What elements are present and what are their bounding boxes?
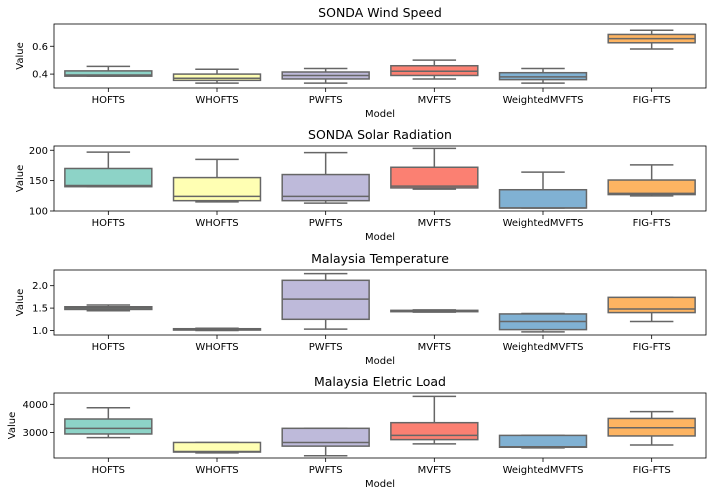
- box-body: [64, 418, 153, 435]
- box-body: [64, 70, 153, 77]
- x-tick-label: WHOFTS: [195, 218, 238, 229]
- subplot-2: 100 150 200 HOFTS WHOFTS PWFTS MVFTS WeightedMV…: [15, 127, 707, 243]
- x-tick-label: MVFTS: [418, 218, 452, 229]
- y-tick-label: 2.0: [32, 281, 48, 292]
- box-body: [390, 421, 479, 441]
- box-fig-fts: [607, 29, 696, 50]
- x-tick-label: HOFTS: [92, 465, 125, 476]
- x-tick-label: FIG-FTS: [633, 465, 671, 476]
- box-mvfts: [390, 395, 479, 445]
- box-hofts: [64, 65, 153, 77]
- box-pwfts: [281, 272, 370, 330]
- x-tick-label: FIG-FTS: [633, 95, 671, 106]
- box-fig-fts: [607, 296, 696, 323]
- y-axis-label: Value: [15, 42, 26, 69]
- x-tick-label: MVFTS: [418, 95, 452, 106]
- box-whofts: [172, 441, 262, 454]
- x-tick-label: PWFTS: [309, 342, 343, 353]
- box-body: [498, 434, 588, 449]
- box-weightedmvfts: [498, 434, 588, 449]
- x-tick-label: HOFTS: [92, 342, 125, 353]
- y-tick-label: 1.0: [32, 326, 48, 337]
- x-tick-label: PWFTS: [309, 218, 343, 229]
- x-axis-label: Model: [365, 109, 395, 120]
- box-mvfts: [390, 309, 479, 313]
- box-whofts: [172, 68, 262, 84]
- x-axis-label: Model: [365, 232, 395, 243]
- axes-frame: [53, 145, 707, 212]
- box-fig-fts: [607, 164, 696, 197]
- chart-title: Malaysia Temperature: [311, 251, 449, 266]
- box-hofts: [64, 151, 153, 188]
- x-tick-label: MVFTS: [418, 342, 452, 353]
- box-pwfts: [281, 67, 370, 84]
- box-whofts: [172, 327, 262, 332]
- box-pwfts: [281, 151, 370, 204]
- box-weightedmvfts: [498, 312, 588, 333]
- box-body: [281, 427, 370, 447]
- x-tick-label: WHOFTS: [195, 342, 238, 353]
- box-weightedmvfts: [498, 171, 588, 209]
- x-tick-label: HOFTS: [92, 95, 125, 106]
- box-hofts: [64, 406, 153, 439]
- subplot-3: 1.0 1.5 2.0 HOFTS WHOFTS PWFTS MVFTS WeightedMV…: [15, 251, 707, 367]
- box-mvfts: [390, 59, 479, 80]
- box-body: [172, 441, 262, 453]
- box-fig-fts: [607, 410, 696, 446]
- subplot-4: 3000 4000 HOFTS WHOFTS PWFTS MVFTS WeightedMVF…: [7, 374, 707, 490]
- y-tick-label: 4000: [23, 400, 48, 411]
- x-tick-label: WeightedMVFTS: [503, 342, 584, 353]
- x-tick-label: HOFTS: [92, 218, 125, 229]
- y-tick-label: 1.5: [32, 304, 48, 315]
- chart-title: SONDA Solar Radiation: [308, 127, 452, 142]
- x-tick-label: WHOFTS: [195, 95, 238, 106]
- chart-title: SONDA Wind Speed: [318, 5, 442, 20]
- x-tick-label: WeightedMVFTS: [503, 95, 584, 106]
- chart-title: Malaysia Eletric Load: [314, 374, 446, 389]
- y-tick-label: 100: [29, 207, 48, 218]
- y-tick-label: 200: [29, 146, 48, 157]
- subplot-1: 0.4 0.6 HOFTS WHOFTS PWFTS MVFTS WeightedMVFTS…: [15, 5, 707, 120]
- x-tick-label: FIG-FTS: [633, 218, 671, 229]
- y-tick-label: 3000: [23, 428, 48, 439]
- box-weightedmvfts: [498, 67, 588, 84]
- box-body: [607, 179, 696, 196]
- x-tick-label: WHOFTS: [195, 465, 238, 476]
- box-pwfts: [281, 427, 370, 457]
- box-hofts: [64, 304, 153, 312]
- box-mvfts: [390, 147, 479, 190]
- x-axis-label: Model: [365, 479, 395, 490]
- y-axis-label: Value: [15, 289, 26, 316]
- x-axis-label: Model: [365, 356, 395, 367]
- y-axis-label: Value: [15, 165, 26, 192]
- box-body: [64, 167, 153, 188]
- y-tick-label: 0.4: [32, 70, 48, 81]
- x-tick-label: PWFTS: [309, 95, 343, 106]
- box-whofts: [172, 158, 262, 203]
- box-body: [607, 296, 696, 314]
- x-tick-label: MVFTS: [418, 465, 452, 476]
- axes-frame: [53, 392, 707, 459]
- y-tick-label: 0.6: [32, 42, 48, 53]
- y-tick-label: 150: [29, 176, 48, 187]
- box-body: [498, 188, 588, 209]
- box-body: [390, 166, 479, 189]
- box-body: [172, 73, 262, 82]
- y-axis-label: Value: [7, 412, 18, 439]
- axes-frame: [53, 269, 707, 336]
- x-tick-label: WeightedMVFTS: [503, 465, 584, 476]
- x-tick-label: FIG-FTS: [633, 342, 671, 353]
- x-tick-label: PWFTS: [309, 465, 343, 476]
- x-tick-label: WeightedMVFTS: [503, 218, 584, 229]
- box-body: [172, 176, 262, 202]
- axes-frame: [53, 23, 707, 89]
